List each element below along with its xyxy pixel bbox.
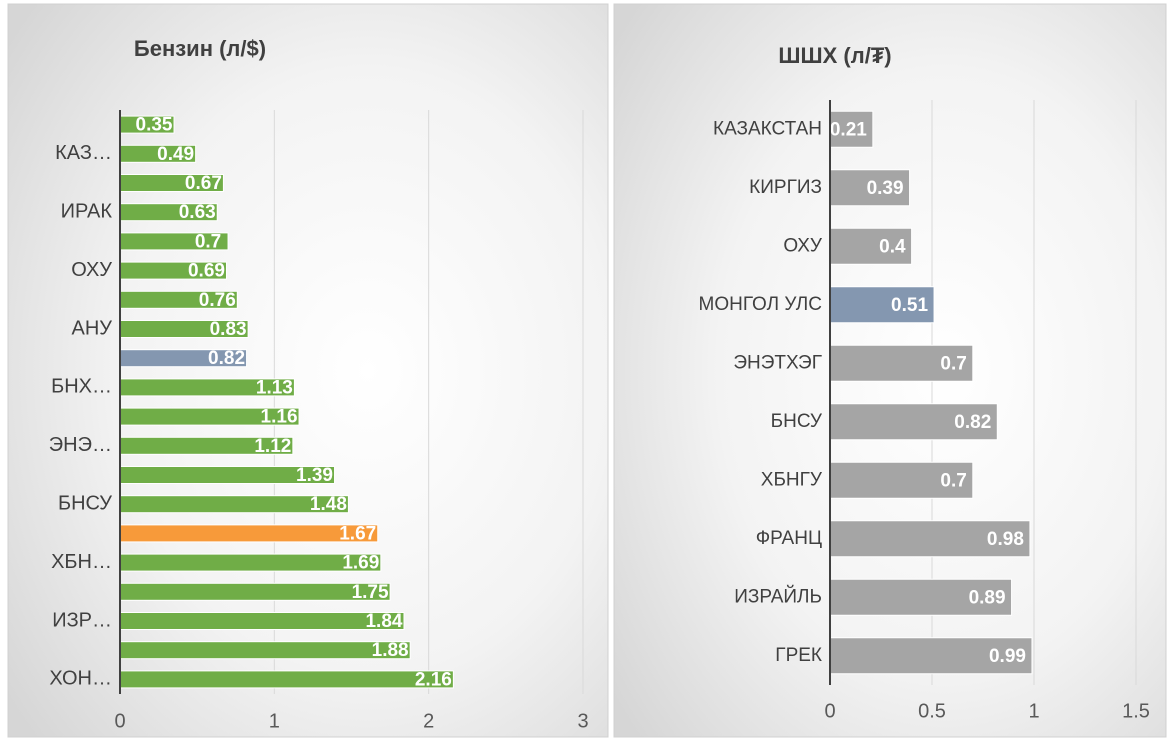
chart-title: Бензин (л/$) (134, 36, 266, 61)
data-label: 0.67 (185, 173, 222, 194)
y-tick-label: ИРАК (61, 200, 113, 222)
bar (829, 110, 874, 148)
bar (119, 670, 454, 689)
data-label: 0.83 (210, 319, 247, 340)
data-label: 1.88 (372, 640, 409, 661)
data-label: 1.12 (254, 436, 291, 457)
data-label: 1.16 (261, 407, 298, 428)
x-tick-label: 1.5 (1122, 700, 1150, 722)
y-tick-label: ИЗРАЙЛЬ (734, 585, 822, 607)
x-tick-label: 1 (269, 710, 280, 732)
y-tick-label: ОХУ (71, 259, 112, 281)
data-label: 0.39 (867, 178, 904, 199)
y-tick-label: КАЗ… (55, 142, 112, 164)
data-label: 0.63 (179, 202, 216, 223)
bar (119, 612, 405, 630)
data-label: 0.49 (157, 144, 194, 165)
x-tick-label: 2 (423, 710, 434, 732)
bar (829, 169, 911, 207)
y-tick-label: МОНГОЛ УЛС (699, 294, 823, 315)
y-tick-label: ХБНГУ (761, 469, 823, 490)
data-label: 0.89 (969, 587, 1006, 608)
data-label: 0.7 (940, 470, 966, 491)
data-label: 0.82 (208, 348, 245, 369)
y-tick-label: АНУ (72, 317, 113, 339)
chart-title: ШШХ (л/₮) (778, 43, 891, 68)
x-tick-label: 3 (577, 710, 588, 732)
data-label: 0.35 (136, 115, 173, 136)
bar (829, 286, 935, 324)
y-tick-label: ЭНЭ… (49, 434, 112, 456)
data-label: 0.7 (195, 231, 221, 252)
data-label: 1.75 (352, 582, 389, 603)
data-label: 1.39 (296, 465, 333, 486)
data-label: 0.99 (989, 646, 1026, 667)
y-tick-label: ЭНЭТХЭГ (733, 352, 822, 373)
y-tick-label: ОХУ (783, 235, 823, 256)
data-label: 0.82 (954, 412, 991, 433)
y-tick-label: КИРГИЗ (749, 177, 822, 198)
bar (829, 637, 1033, 675)
y-tick-label: БНХ… (51, 376, 112, 398)
data-label: 1.13 (256, 377, 293, 398)
bar (119, 641, 411, 660)
bar (829, 520, 1031, 558)
y-tick-label: КАЗАКСТАН (713, 118, 822, 139)
bar (829, 403, 998, 441)
bar (829, 461, 974, 499)
data-label: 0.21 (830, 119, 867, 140)
y-tick-label: ГРЕК (775, 645, 822, 666)
x-tick-label: 0 (824, 700, 835, 722)
y-tick-label: ИЗР… (52, 609, 112, 631)
data-label: 2.16 (415, 669, 452, 690)
y-tick-label: ХОН… (49, 668, 112, 690)
y-tick-label: БНСУ (771, 411, 823, 432)
y-tick-label: ФРАНЦ (756, 528, 822, 549)
x-tick-label: 0.5 (918, 700, 946, 722)
data-label: 1.84 (365, 611, 402, 632)
bar (119, 582, 391, 601)
x-tick-label: 1 (1028, 700, 1039, 722)
bar (829, 227, 913, 265)
data-label: 0.4 (879, 236, 906, 257)
bar (829, 578, 1013, 616)
x-tick-label: 0 (114, 710, 125, 732)
data-label: 0.7 (940, 353, 966, 374)
data-label: 1.67 (339, 523, 376, 544)
data-label: 0.98 (987, 529, 1024, 550)
data-label: 0.69 (188, 261, 225, 282)
data-label: 1.48 (310, 494, 347, 515)
y-tick-label: БНСУ (58, 492, 112, 514)
data-label: 1.69 (342, 553, 379, 574)
data-label: 0.76 (199, 290, 236, 311)
data-label: 0.51 (891, 295, 928, 316)
y-tick-label: ХБН… (51, 551, 112, 573)
